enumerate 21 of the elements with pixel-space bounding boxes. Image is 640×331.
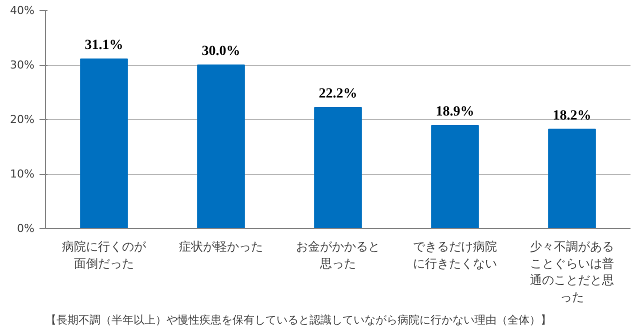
- text: 【長期不調（半年以上）や慢性疾患を保有していると認識していながら病院に行かない理由（全体）】: [46, 314, 552, 326]
- y-tick-label: 10%: [10, 168, 35, 180]
- x-tick-label: 症状が軽かった: [179, 240, 263, 254]
- bar: [197, 64, 245, 228]
- y-tick-label: 20%: [10, 113, 35, 126]
- y-tick-label: 0%: [17, 222, 34, 235]
- x-tick-label: できるだけ病院に行きたくない: [413, 240, 497, 270]
- data-label: 18.2%: [552, 108, 592, 124]
- y-tick-label: 40%: [10, 4, 35, 17]
- data-label: 31.1%: [84, 38, 124, 54]
- data-label: 22.2%: [318, 86, 358, 102]
- data-label: 30.0%: [202, 44, 240, 59]
- bar: [548, 128, 596, 228]
- bar: [431, 124, 479, 228]
- bar: [80, 58, 128, 228]
- data-label: 18.9%: [436, 104, 474, 120]
- y-tick-label: 30%: [10, 58, 35, 72]
- x-tick-label: お金がかかると思った: [296, 240, 380, 270]
- x-tick-label: 病院に行くのが面倒だった: [62, 240, 147, 270]
- x-tick-label: 少々不調があることぐらいは普通のことだと思った: [530, 240, 614, 304]
- bar: [314, 107, 362, 228]
